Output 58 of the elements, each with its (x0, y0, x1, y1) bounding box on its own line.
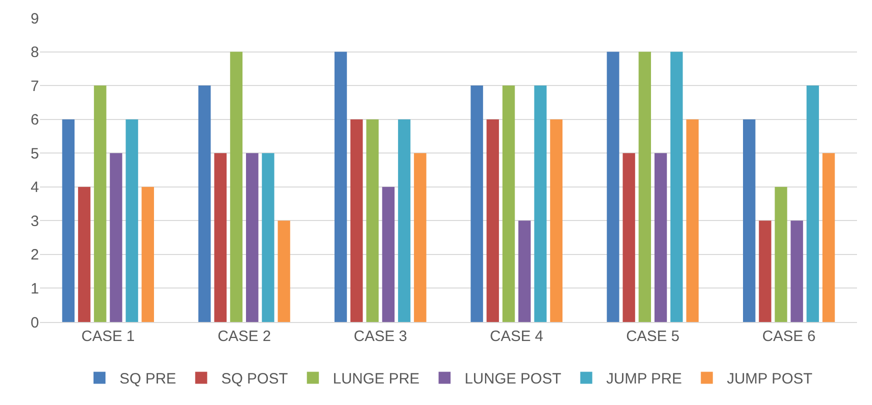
bar (686, 119, 699, 322)
legend-label: JUMP PRE (606, 370, 682, 388)
bar (470, 86, 484, 322)
bar (78, 186, 90, 322)
bar (126, 119, 138, 322)
bar (758, 220, 772, 322)
y-tick-label: 7 (30, 78, 39, 95)
bar (670, 52, 683, 322)
bar (262, 153, 274, 322)
y-tick-label: 9 (30, 10, 39, 28)
bar (110, 153, 122, 322)
legend-label: LUNGE POST (464, 370, 562, 388)
bar (790, 220, 804, 322)
bar (822, 153, 835, 322)
bar (398, 119, 410, 322)
legend-label: LUNGE PRE (332, 370, 420, 388)
bar (606, 52, 620, 322)
bar (622, 153, 636, 322)
bar (743, 119, 756, 322)
x-tick-label: CASE 1 (81, 328, 135, 345)
bar (502, 86, 515, 322)
bar (230, 52, 242, 322)
bar (142, 186, 154, 322)
y-tick-label: 3 (30, 212, 39, 230)
y-tick-label: 4 (30, 179, 39, 196)
y-tick-label: 0 (30, 314, 39, 332)
x-tick-label: CASE 6 (762, 328, 816, 345)
bar (246, 153, 258, 322)
y-tick-label: 5 (30, 145, 39, 162)
bar (366, 119, 379, 322)
y-tick-label: 2 (30, 246, 39, 264)
bar (334, 52, 347, 322)
bar (654, 153, 667, 322)
bar (638, 52, 651, 322)
legend-label: JUMP POST (726, 370, 812, 388)
legend-label: SQ POST (221, 370, 288, 388)
x-tick-label: CASE 5 (626, 328, 680, 345)
x-tick-label: CASE 4 (490, 328, 544, 345)
bar (518, 220, 531, 322)
y-tick-label: 1 (30, 280, 39, 298)
y-tick-label: 6 (30, 112, 39, 129)
bar (534, 86, 547, 322)
bar (94, 86, 106, 322)
y-tick-label: 8 (30, 44, 39, 62)
legend-label: SQ PRE (120, 370, 176, 388)
bar (62, 119, 75, 322)
bar (350, 119, 363, 322)
bar (198, 86, 211, 322)
x-tick-label: CASE 2 (218, 328, 271, 345)
bar (414, 153, 426, 322)
bar (550, 119, 562, 322)
bar (382, 186, 395, 322)
x-tick-label: CASE 3 (354, 328, 408, 345)
bar (214, 153, 227, 322)
bar (486, 119, 499, 322)
bar (806, 86, 819, 322)
bar (278, 220, 290, 322)
bar (774, 186, 788, 322)
